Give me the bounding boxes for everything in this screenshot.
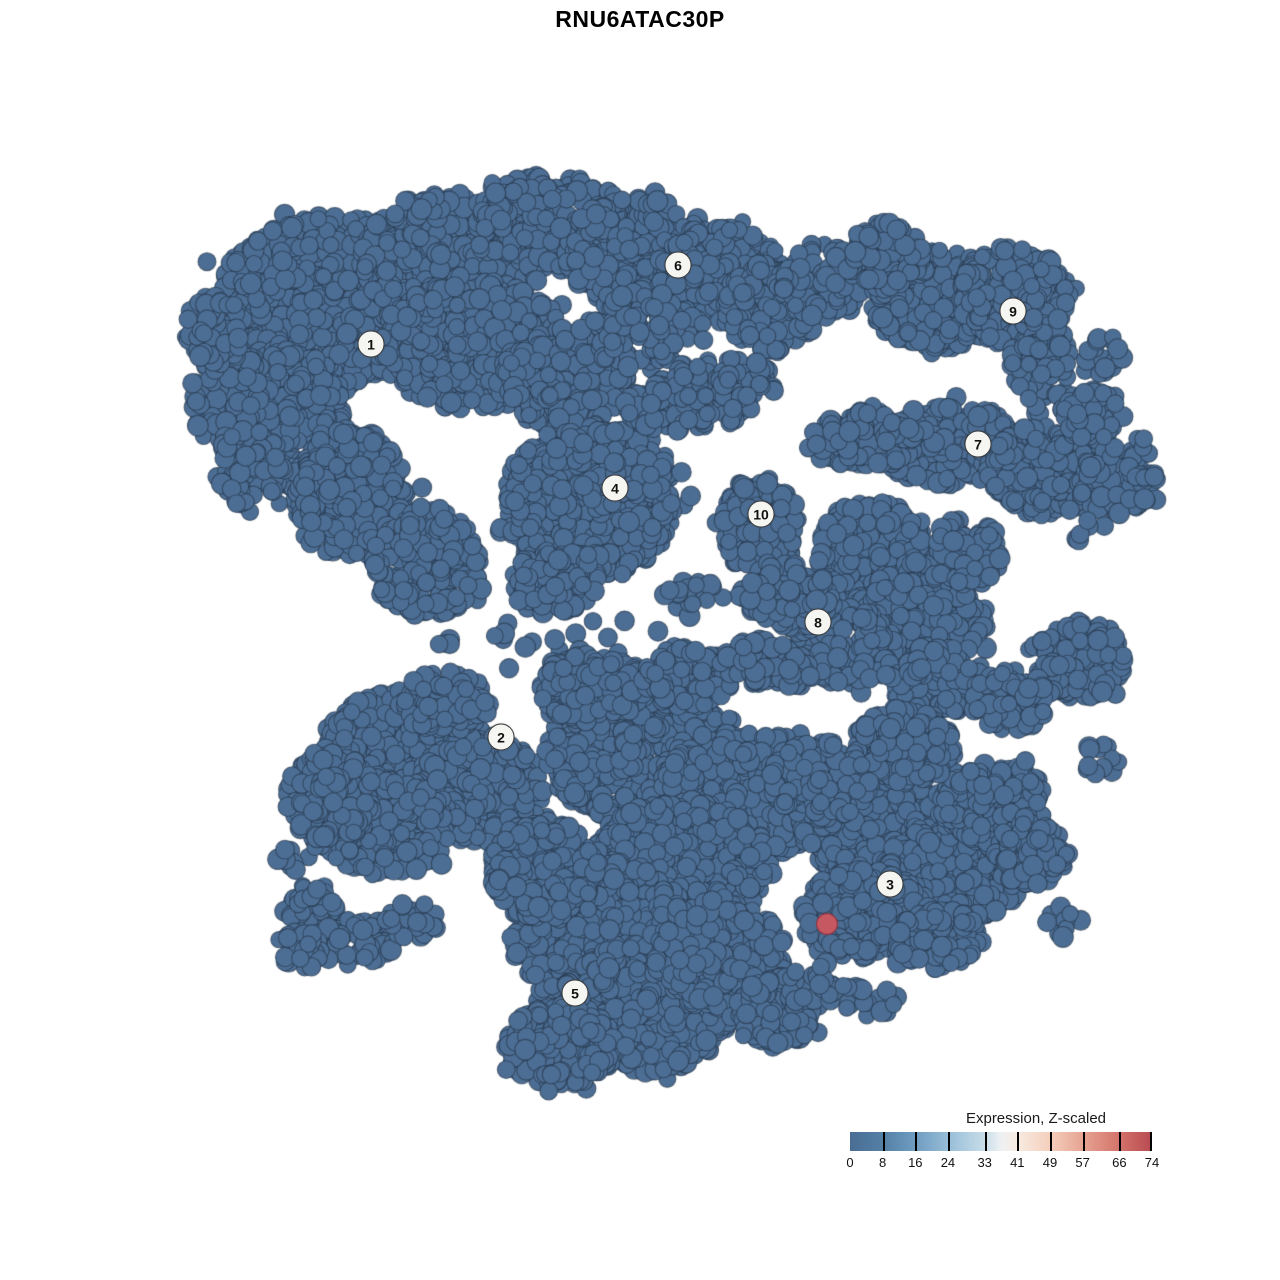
cluster-label-1: 1 [357,330,385,358]
cluster-label-9: 9 [999,297,1027,325]
cluster-label-10: 10 [747,500,775,528]
cluster-label-4: 4 [601,474,629,502]
cluster-label-8: 8 [804,608,832,636]
cluster-label-2: 2 [487,723,515,751]
cluster-label-6: 6 [664,251,692,279]
cluster-label-7: 7 [964,430,992,458]
cluster-label-3: 3 [876,870,904,898]
cluster-label-5: 5 [561,979,589,1007]
chart-title: RNU6ATAC30P [555,6,725,32]
